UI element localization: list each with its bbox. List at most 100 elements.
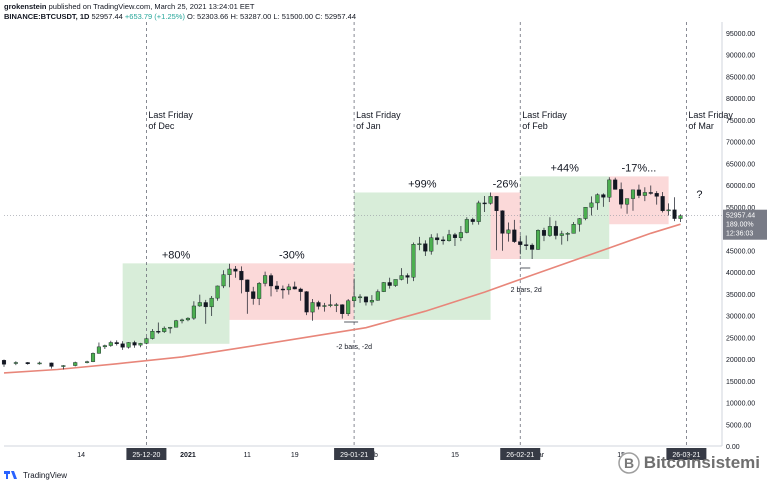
zone-up: [520, 176, 610, 260]
candle-body: [85, 361, 90, 363]
candle: [215, 285, 220, 301]
tradingview-footer[interactable]: TradingView: [4, 470, 67, 480]
candle-body: [120, 343, 125, 348]
candle: [268, 273, 274, 297]
candle: [352, 278, 357, 308]
candle: [132, 340, 137, 348]
candle-body: [672, 209, 677, 219]
candle: [233, 265, 238, 278]
y-tick-label: 35000.00: [726, 292, 755, 299]
candle-body: [447, 234, 452, 241]
candle-body: [547, 226, 552, 236]
candle: [310, 299, 315, 321]
candle-body: [233, 268, 238, 272]
candle: [120, 341, 125, 350]
candle: [174, 319, 179, 328]
candle: [536, 229, 541, 250]
candle: [470, 217, 475, 225]
x-tick-label: 14: [77, 452, 85, 459]
candle-body: [322, 305, 327, 307]
price-label-pct: 189.00%: [726, 222, 754, 229]
candle-body: [144, 338, 149, 344]
x-tick-label: 19: [291, 452, 299, 459]
candle: [589, 196, 594, 216]
candle-body: [1, 360, 7, 365]
zone-up: [354, 192, 491, 320]
candle-body: [441, 239, 446, 242]
candle: [399, 268, 404, 281]
candle: [13, 361, 18, 366]
candle: [328, 294, 333, 308]
candle-body: [221, 274, 226, 287]
candle: [393, 279, 398, 287]
date-label-box: [500, 448, 541, 460]
candle: [245, 279, 250, 314]
candle: [654, 191, 659, 205]
candle-body: [423, 243, 428, 252]
watermark: B Bitcoinsistemi: [618, 452, 760, 474]
candle: [286, 283, 291, 295]
candle: [298, 287, 303, 301]
candle-body: [512, 229, 517, 242]
candle: [334, 302, 339, 313]
candle-body: [316, 302, 321, 307]
candle: [102, 344, 107, 350]
candle-body: [197, 302, 202, 307]
low: L: 51500.00: [273, 12, 314, 21]
candle: [162, 326, 167, 333]
watermark-text: Bitcoinsistemi: [643, 453, 760, 472]
tradingview-logo-icon: [4, 471, 17, 479]
candle: [179, 318, 185, 324]
range-label: -2 bars, -2d: [336, 344, 372, 351]
candle: [257, 282, 262, 306]
candle-body: [114, 342, 119, 345]
candle: [138, 342, 143, 348]
candle: [678, 214, 683, 223]
candle-body: [49, 362, 54, 367]
candle-body: [268, 275, 274, 287]
candle-body: [630, 189, 636, 199]
candle-body: [559, 233, 564, 236]
candle: [506, 222, 511, 242]
candle-body: [417, 243, 422, 245]
candle-body: [636, 189, 641, 196]
candle: [494, 195, 499, 251]
candle: [304, 291, 309, 316]
candle-body: [530, 244, 535, 250]
candle: [417, 236, 422, 251]
tradingview-label: TradingView: [23, 470, 68, 480]
zone-label: +80%: [162, 249, 191, 261]
price-label-value: 52957.44: [726, 213, 755, 220]
friday-label: Last Friday: [688, 110, 733, 120]
y-tick-label: 90000.00: [726, 53, 755, 60]
candle-body: [613, 179, 618, 190]
range-label: 2 bars, 2d: [511, 287, 542, 294]
candle: [625, 198, 630, 214]
candle: [405, 273, 410, 284]
candle: [85, 360, 90, 364]
candle: [114, 340, 119, 346]
candle: [565, 232, 570, 242]
candle-body: [678, 215, 683, 219]
candle-body: [73, 362, 78, 366]
candle-body: [518, 241, 523, 245]
candle-body: [577, 218, 582, 225]
candle-body: [352, 296, 357, 301]
candle: [144, 337, 149, 345]
date-label-box: [334, 448, 375, 460]
close: C: 52957.44: [315, 12, 356, 21]
candle: [274, 281, 279, 293]
y-tick-label: 70000.00: [726, 140, 755, 147]
candle-body: [298, 288, 303, 292]
y-tick-label: 10000.00: [726, 401, 755, 408]
candle: [541, 227, 547, 242]
candle-body: [168, 327, 173, 329]
candle-body: [132, 342, 137, 346]
candle: [316, 300, 321, 310]
candle: [387, 277, 392, 289]
candle: [630, 189, 636, 211]
candle: [435, 233, 440, 245]
candle: [61, 365, 66, 370]
date-label: 26-03-21: [672, 452, 700, 459]
